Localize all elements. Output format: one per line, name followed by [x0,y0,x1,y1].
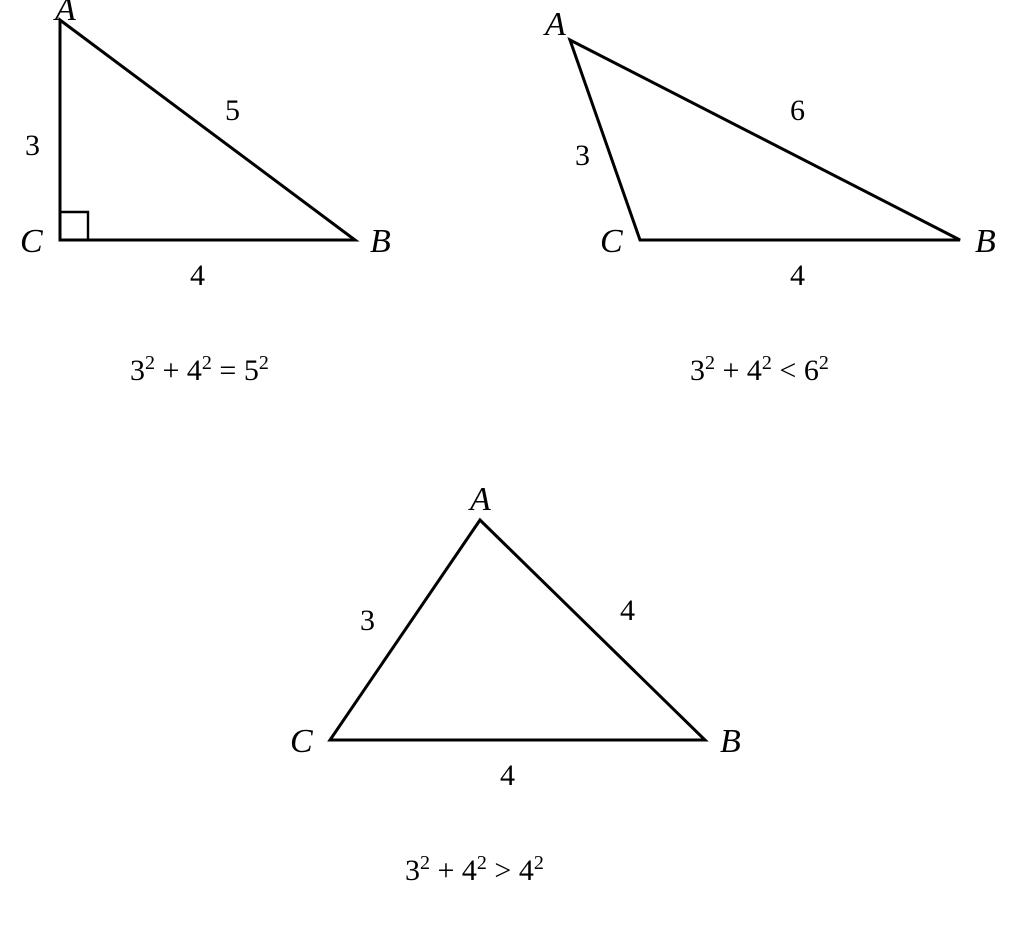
tri-acute-vertex-label-A: A [468,481,491,518]
tri-acute-outline [330,520,705,740]
tri-obtuse-vertex-label-B: B [975,223,996,260]
tri-right-side-label-AC: 3 [25,129,40,162]
tri-right-equation: 32 + 42 = 52 [130,352,269,387]
tri-obtuse: A B C 3 4 6 32 + 42 < 62 [543,6,996,387]
tri-obtuse-vertex-label-A: A [543,6,566,43]
tri-acute-side-label-AC: 3 [360,604,375,637]
tri-acute-vertex-label-C: C [290,723,313,760]
tri-right-outline [60,20,355,240]
tri-right-vertex-label-B: B [370,223,391,260]
tri-right-side-label-AB: 5 [225,94,240,127]
tri-right-vertex-label-C: C [20,223,43,260]
tri-right-right-angle-marker [60,212,88,240]
tri-acute-vertex-label-B: B [720,723,741,760]
tri-right-side-label-CB: 4 [190,259,205,292]
tri-acute-side-label-CB: 4 [500,759,515,792]
tri-right-vertex-label-A: A [53,0,76,28]
tri-obtuse-vertex-label-C: C [600,223,623,260]
tri-obtuse-equation: 32 + 42 < 62 [690,352,829,387]
tri-acute-equation: 32 + 42 > 42 [405,852,544,887]
tri-acute: A B C 3 4 4 32 + 42 > 42 [290,481,741,887]
tri-obtuse-side-label-AC: 3 [575,139,590,172]
tri-obtuse-side-label-CB: 4 [790,259,805,292]
tri-obtuse-outline [570,40,960,240]
tri-right: A B C 3 4 5 32 + 42 = 52 [20,0,391,387]
tri-obtuse-side-label-AB: 6 [790,94,805,127]
tri-acute-side-label-AB: 4 [620,594,635,627]
